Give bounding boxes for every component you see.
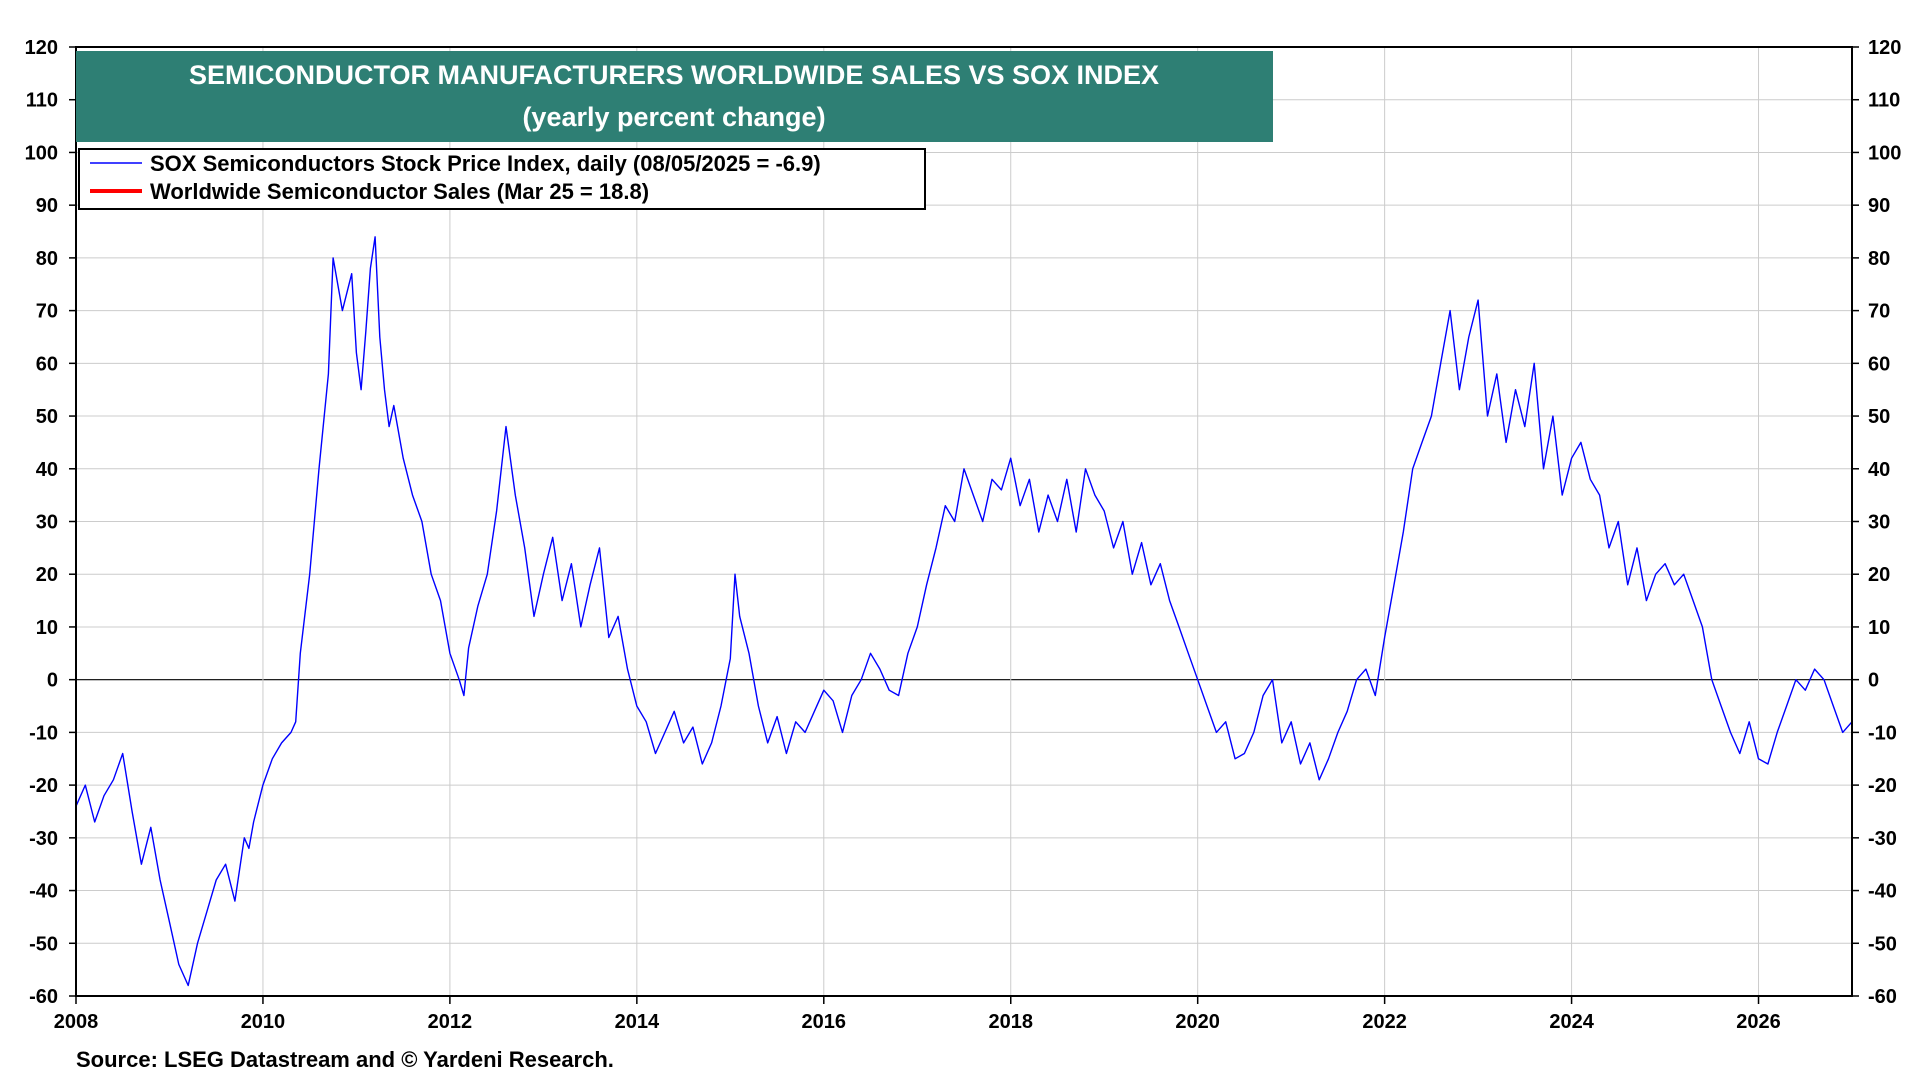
y-tick-label-right: 110 bbox=[1868, 90, 1900, 112]
y-tick-label-right: 70 bbox=[1868, 301, 1890, 323]
y-tick-label-left: 30 bbox=[36, 512, 58, 534]
y-tick-label-left: 10 bbox=[36, 617, 58, 639]
y-tick-label-left: -30 bbox=[29, 828, 58, 850]
source-note: Source: LSEG Datastream and © Yardeni Re… bbox=[76, 1047, 614, 1072]
y-tick-label-right: -50 bbox=[1868, 933, 1897, 955]
y-tick-label-left: 120 bbox=[25, 37, 58, 59]
x-tick-label: 2026 bbox=[1736, 1011, 1781, 1033]
y-tick-label-left: -60 bbox=[29, 986, 58, 1008]
chart-title: SEMICONDUCTOR MANUFACTURERS WORLDWIDE SA… bbox=[189, 60, 1159, 90]
y-tick-label-right: 80 bbox=[1868, 248, 1890, 270]
legend-label-sox: SOX Semiconductors Stock Price Index, da… bbox=[150, 151, 821, 176]
y-tick-label-right: -60 bbox=[1868, 986, 1897, 1008]
y-tick-label-right: 90 bbox=[1868, 195, 1890, 217]
y-tick-label-right: -40 bbox=[1868, 881, 1897, 903]
y-tick-label-left: 70 bbox=[36, 301, 58, 323]
y-tick-label-right: -30 bbox=[1868, 828, 1897, 850]
y-tick-label-left: -40 bbox=[29, 881, 58, 903]
chart-subtitle: (yearly percent change) bbox=[522, 102, 825, 132]
y-tick-label-left: -20 bbox=[29, 775, 58, 797]
y-tick-label-left: 20 bbox=[36, 564, 58, 586]
legend-box: SOX Semiconductors Stock Price Index, da… bbox=[78, 148, 926, 210]
legend-frame bbox=[78, 148, 926, 210]
grid-lines bbox=[76, 47, 1852, 996]
y-tick-label-right: 30 bbox=[1868, 512, 1890, 534]
y-tick-label-left: 100 bbox=[25, 142, 58, 164]
y-tick-label-right: 120 bbox=[1868, 37, 1901, 59]
x-tick-label: 2016 bbox=[802, 1011, 847, 1033]
x-tick-label: 2022 bbox=[1362, 1011, 1407, 1033]
x-tick-label: 2024 bbox=[1549, 1011, 1594, 1033]
legend-label-sales: Worldwide Semiconductor Sales (Mar 25 = … bbox=[150, 179, 649, 204]
x-tick-label: 2014 bbox=[615, 1011, 660, 1033]
title-box: SEMICONDUCTOR MANUFACTURERS WORLDWIDE SA… bbox=[76, 51, 1273, 142]
y-tick-label-right: -20 bbox=[1868, 775, 1897, 797]
title-background bbox=[76, 51, 1273, 142]
y-tick-label-left: 80 bbox=[36, 248, 58, 270]
y-tick-label-left: 110 bbox=[26, 90, 58, 112]
y-tick-label-right: 0 bbox=[1868, 670, 1879, 692]
x-tick-label: 2020 bbox=[1175, 1011, 1220, 1033]
x-tick-label: 2012 bbox=[428, 1011, 473, 1033]
y-tick-label-left: -10 bbox=[29, 722, 58, 744]
x-tick-label: 2018 bbox=[988, 1011, 1033, 1033]
y-tick-label-left: 40 bbox=[36, 459, 58, 481]
y-tick-label-left: 0 bbox=[47, 670, 58, 692]
y-tick-label-left: 60 bbox=[36, 353, 58, 375]
y-tick-label-left: 50 bbox=[36, 406, 58, 428]
y-tick-label-right: 40 bbox=[1868, 459, 1890, 481]
series-line-sox bbox=[75, 236, 1853, 987]
plot-area bbox=[75, 236, 1853, 987]
x-tick-label: 2010 bbox=[241, 1011, 286, 1033]
y-tick-label-left: -50 bbox=[29, 933, 58, 955]
y-tick-label-left: 90 bbox=[36, 195, 58, 217]
y-tick-label-right: 60 bbox=[1868, 353, 1890, 375]
x-tick-label: 2008 bbox=[54, 1011, 99, 1033]
y-tick-label-right: 20 bbox=[1868, 564, 1890, 586]
y-tick-label-right: -10 bbox=[1868, 722, 1897, 744]
y-tick-label-right: 50 bbox=[1868, 406, 1890, 428]
y-tick-label-right: 10 bbox=[1868, 617, 1890, 639]
y-tick-label-right: 100 bbox=[1868, 142, 1901, 164]
